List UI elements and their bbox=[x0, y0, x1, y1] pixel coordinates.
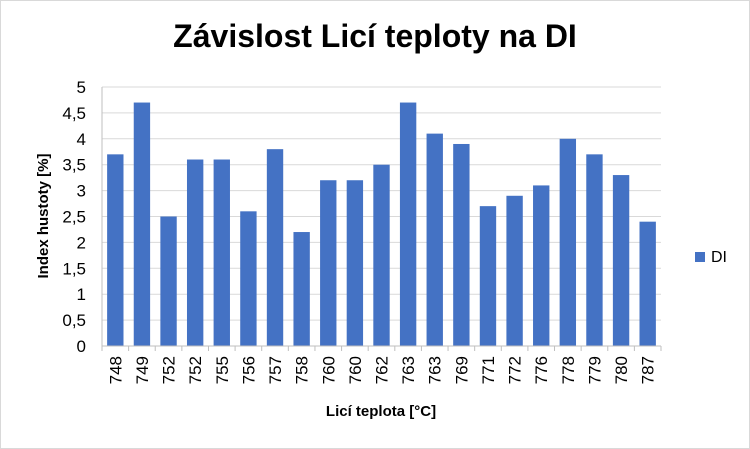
x-tick-label: 771 bbox=[479, 356, 498, 384]
x-tick-label: 752 bbox=[186, 356, 205, 384]
x-axis-title: Licí teplota [°C] bbox=[326, 403, 436, 420]
x-tick-label: 769 bbox=[452, 356, 471, 384]
bar bbox=[240, 211, 257, 346]
bars bbox=[107, 102, 656, 346]
y-tick-label: 0,5 bbox=[62, 311, 86, 330]
bar bbox=[453, 143, 470, 346]
y-tick-label: 0 bbox=[77, 337, 86, 356]
bar bbox=[266, 149, 284, 346]
bar bbox=[373, 164, 390, 346]
x-tick-label: 748 bbox=[106, 356, 125, 384]
x-tick-label: 752 bbox=[160, 356, 179, 384]
y-tick-label: 3 bbox=[77, 182, 86, 201]
bar bbox=[506, 195, 523, 346]
x-tick-label: 760 bbox=[346, 356, 365, 384]
bar bbox=[160, 216, 177, 346]
bar bbox=[320, 180, 337, 346]
x-tick-label: 756 bbox=[239, 356, 258, 384]
chart-title: Závislost Licí teploty na DI bbox=[173, 18, 577, 54]
bar bbox=[426, 133, 443, 346]
x-tick-label: 787 bbox=[639, 356, 658, 384]
x-tick-label: 763 bbox=[399, 356, 418, 384]
x-tick-label: 778 bbox=[559, 356, 578, 384]
x-tick-label: 760 bbox=[319, 356, 338, 384]
x-tick-label: 776 bbox=[532, 356, 551, 384]
bar bbox=[559, 138, 577, 346]
bar bbox=[612, 175, 630, 346]
bar bbox=[639, 221, 656, 346]
x-tick-label: 755 bbox=[213, 356, 232, 384]
bar bbox=[293, 232, 310, 346]
x-tick-label: 780 bbox=[612, 356, 631, 384]
y-tick-label: 4,5 bbox=[62, 104, 86, 123]
x-tick-label: 763 bbox=[426, 356, 445, 384]
bar bbox=[213, 159, 230, 346]
x-tick-label: 757 bbox=[266, 356, 285, 384]
x-tick-label: 762 bbox=[373, 356, 392, 384]
y-tick-labels: 0 0,5 1 1,5 2 2,5 3 3,5 4 4,5 5 bbox=[62, 78, 86, 356]
bar bbox=[399, 102, 417, 346]
y-tick-label: 1,5 bbox=[62, 259, 86, 278]
x-tick-labels: 748 749 752 752 755 756 757 758 760 760 762 763 763 7… bbox=[106, 356, 657, 384]
x-tick-label: 779 bbox=[585, 356, 604, 384]
x-tick-label: 749 bbox=[133, 356, 152, 384]
y-tick-label: 5 bbox=[77, 78, 86, 97]
bar bbox=[533, 185, 550, 346]
y-tick-label: 2,5 bbox=[62, 208, 86, 227]
bar bbox=[133, 102, 151, 346]
axes bbox=[101, 87, 662, 351]
y-tick-label: 3,5 bbox=[62, 156, 86, 175]
y-tick-label: 1 bbox=[77, 285, 86, 304]
legend: DI bbox=[695, 249, 727, 266]
bar bbox=[346, 180, 364, 346]
legend-swatch bbox=[695, 252, 705, 262]
y-tick-label: 4 bbox=[77, 130, 86, 149]
y-axis-title: Index hustoty [%] bbox=[35, 153, 52, 278]
y-tick-label: 2 bbox=[77, 233, 86, 252]
x-tick-label: 758 bbox=[293, 356, 312, 384]
legend-label: DI bbox=[711, 249, 727, 266]
bar bbox=[107, 154, 124, 346]
bar bbox=[186, 159, 204, 346]
bar bbox=[586, 154, 603, 346]
bar bbox=[479, 206, 497, 346]
x-tick-label: 772 bbox=[506, 356, 525, 384]
